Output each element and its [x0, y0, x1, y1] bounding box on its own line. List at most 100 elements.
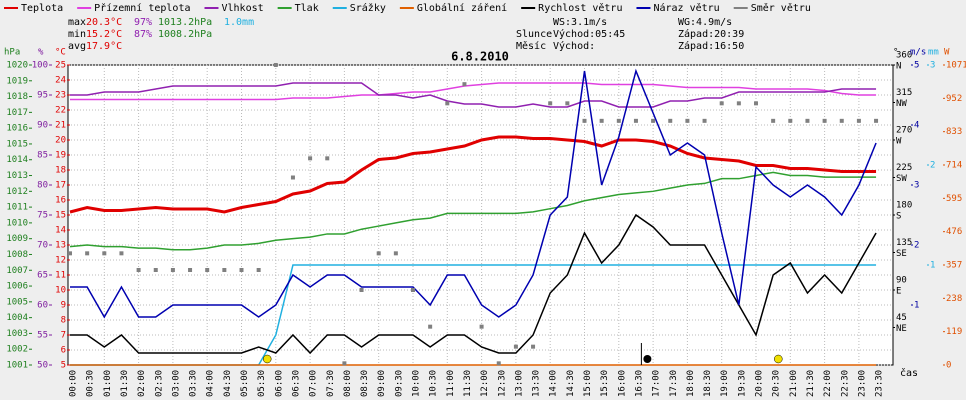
direction-point: [136, 268, 141, 272]
direction-point: [256, 268, 261, 272]
tick-label: 21: [55, 121, 66, 131]
tick-label: 13: [55, 241, 66, 251]
compass-label: E: [896, 287, 901, 297]
direction-point: [462, 82, 467, 87]
astro-set-label: Západ:: [678, 28, 714, 40]
moonset-marker: [643, 355, 652, 363]
x-tick-label: 19:30: [737, 370, 747, 397]
direction-point: [754, 101, 758, 106]
tick-label: 119: [946, 327, 962, 337]
x-tick-label: 04:00: [206, 370, 216, 397]
direction-point: [222, 268, 227, 272]
tick-label: 135: [896, 238, 912, 248]
tick-label: 19: [55, 151, 66, 161]
tick-label: 1009: [6, 234, 28, 244]
x-tick-label: 03:30: [189, 370, 199, 397]
x-tick-label: 05:00: [240, 370, 250, 397]
x-tick-label: 17:30: [669, 370, 679, 397]
x-tick-label: 16:00: [617, 370, 627, 397]
direction-point: [616, 118, 621, 123]
tick-label: 1: [914, 301, 919, 311]
sunrise-marker: [262, 354, 272, 364]
x-tick-label: 07:00: [309, 370, 319, 397]
x-tick-label: 01:30: [120, 370, 130, 397]
direction-point: [428, 324, 433, 329]
direction-point: [308, 156, 313, 161]
direction-point: [119, 251, 124, 256]
direction-point: [668, 118, 673, 123]
stat-text: 87%: [134, 29, 152, 40]
x-tick-label: 22:30: [840, 370, 850, 397]
axis-label: °: [893, 48, 898, 58]
axis-label: mm: [928, 48, 939, 58]
direction-point: [479, 324, 484, 329]
axis-label: W: [944, 48, 950, 58]
x-tick-label: 12:00: [480, 370, 490, 397]
legend-label: Globální záření: [417, 2, 507, 14]
direction-point: [359, 288, 364, 292]
legend-label: Přízemní teplota: [94, 2, 190, 14]
tick-label: 238: [946, 294, 962, 304]
tick-label: 22: [55, 106, 66, 116]
x-tick-label: 05:30: [257, 370, 267, 397]
direction-point: [102, 251, 107, 256]
stat-text: min: [68, 29, 86, 40]
direction-point: [325, 156, 330, 161]
compass-label: N: [896, 62, 901, 72]
tick-label: 225: [896, 163, 912, 173]
x-tick-label: 18:30: [703, 370, 713, 397]
x-tick-label: 01:00: [103, 370, 113, 397]
tick-label: 833: [946, 127, 962, 137]
x-tick-label: 02:30: [154, 370, 164, 397]
x-tick-label: 03:00: [171, 370, 181, 397]
astro-rise-label: Východ:: [553, 28, 595, 40]
axis-label: hPa: [4, 48, 20, 58]
stat-text: 15.2°C: [86, 29, 122, 40]
x-tick-label: 06:30: [291, 370, 301, 397]
x-tick-label: 23:30: [875, 370, 885, 397]
tick-label: 15: [55, 211, 66, 221]
legend-label: Teplota: [21, 3, 63, 14]
tick-label: 1019: [6, 76, 28, 86]
direction-point: [376, 251, 381, 256]
tick-label: 1006: [6, 282, 28, 292]
legend-label: Rychlost větru: [538, 2, 622, 14]
direction-point: [822, 118, 827, 123]
compass-label: SE: [896, 249, 907, 259]
legend-label: Náraz větru: [653, 2, 719, 14]
x-tick-label: 22:00: [823, 370, 833, 397]
tick-label: 6: [61, 346, 66, 356]
x-tick-label: 10:30: [429, 370, 439, 397]
x-tick-label: 23:00: [857, 370, 867, 397]
x-tick-label: 14:00: [549, 370, 559, 397]
tick-label: 7: [61, 331, 66, 341]
direction-point: [445, 101, 450, 106]
astro-label: Slunce: [516, 29, 552, 40]
tick-label: 360: [896, 51, 912, 61]
compass-label: W: [896, 137, 902, 147]
tick-label: 50: [37, 361, 48, 371]
x-tick-label: 14:30: [566, 370, 576, 397]
stat-text: 20.3°C: [86, 17, 122, 28]
direction-point: [685, 118, 690, 123]
direction-point: [771, 118, 776, 123]
tick-label: 1011: [6, 203, 28, 213]
x-tick-label: 19:00: [720, 370, 730, 397]
x-tick-label: 12:30: [497, 370, 507, 397]
tick-label: 14: [55, 226, 66, 236]
series-line: [70, 82, 877, 108]
stat-text: avg: [68, 41, 86, 52]
tick-label: 90: [37, 121, 48, 131]
tick-label: 1007: [6, 266, 28, 276]
astro-rise: 05:45: [595, 29, 625, 40]
x-tick-label: 15:30: [600, 370, 610, 397]
direction-point: [188, 268, 193, 272]
direction-point: [153, 268, 158, 272]
direction-point: [205, 268, 210, 272]
x-tick-label: 09:30: [394, 370, 404, 397]
direction-point: [805, 118, 810, 123]
direction-point: [496, 361, 501, 366]
tick-label: 60: [37, 301, 48, 311]
x-tick-label: 20:00: [755, 370, 765, 397]
tick-label: 85: [37, 151, 48, 161]
